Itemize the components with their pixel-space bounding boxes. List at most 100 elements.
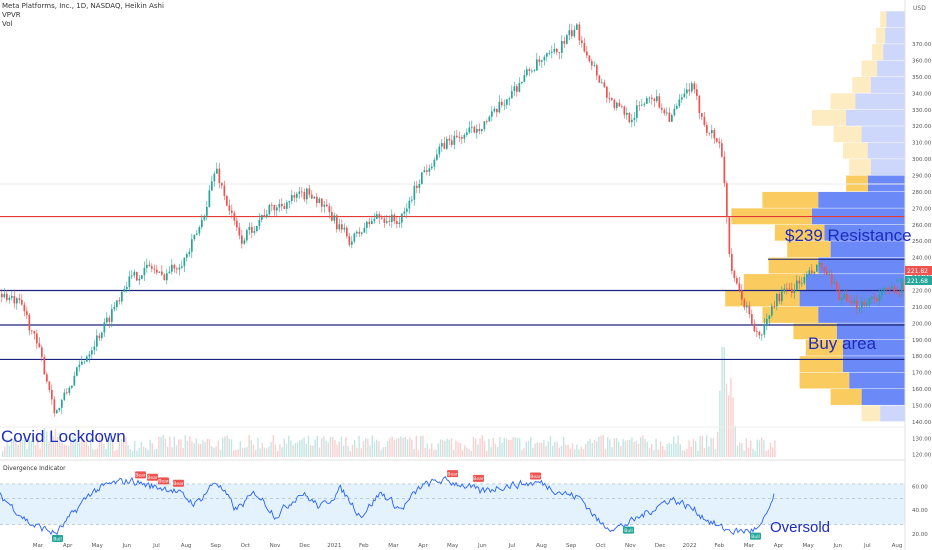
volume-bar (345, 436, 347, 457)
volume-bar (224, 436, 226, 457)
volume-bar (644, 439, 646, 457)
volume-bar (10, 438, 13, 457)
candle-body (453, 135, 456, 145)
volume-bar (59, 432, 61, 457)
oversold-annotation: Oversold (770, 519, 830, 536)
candle-body (683, 93, 686, 98)
candle-body (306, 188, 308, 200)
candle-body (231, 210, 233, 213)
volume-bar (217, 440, 219, 457)
candle-body (866, 304, 868, 306)
x-tick-label: Jul (152, 543, 160, 549)
candle-body (808, 270, 811, 276)
candle-body (681, 97, 683, 100)
volume-bar (549, 435, 552, 457)
candle-body (71, 385, 73, 388)
volume-bar (446, 438, 448, 457)
candle-body (318, 198, 321, 203)
vp-bar-sell (787, 241, 831, 258)
candle-body (326, 204, 328, 207)
candle-body (628, 112, 631, 123)
x-tick-label: Sep (211, 543, 222, 549)
volume-bar (681, 450, 684, 457)
candle-body (731, 254, 733, 271)
candle-body (846, 294, 848, 301)
candle-body (668, 112, 671, 122)
volume-bar (508, 439, 510, 457)
time-axis[interactable]: Mar Apr May Jun Jul Aug Sep Oct Nov Dec 2021 Feb Mar… (33, 543, 903, 549)
volume-bar (362, 440, 365, 457)
volume-bar (226, 435, 228, 457)
volume-bar (206, 438, 208, 457)
candle-body (638, 105, 641, 107)
volume-bar (468, 448, 470, 457)
volume-bar (714, 449, 717, 457)
vp-bar-sell (861, 60, 878, 77)
volume-bar (129, 449, 131, 457)
volume-bar (433, 450, 435, 457)
volume-bar (43, 428, 46, 457)
volume-bar (248, 435, 250, 457)
candle-body (818, 262, 821, 265)
candle-body (176, 268, 178, 270)
bear-signal-label: Bear (473, 476, 484, 482)
volume-bar (299, 440, 301, 457)
candle-body (83, 361, 86, 363)
candle-body (211, 181, 213, 191)
volume-bar (569, 448, 571, 457)
volume-profile (725, 11, 905, 422)
y-tick-label: 300.00 (912, 157, 932, 163)
vp-bar-sell (833, 126, 862, 143)
candle-body (583, 42, 586, 52)
volume-bar (301, 439, 303, 457)
volume-bar (327, 442, 329, 457)
volume-bar (745, 437, 747, 457)
volume-bar (739, 442, 741, 457)
candle-body (751, 314, 753, 324)
volume-bar (334, 440, 336, 457)
volume-bar (543, 439, 545, 457)
candle-body (196, 233, 198, 235)
vp-bar-sell (861, 405, 881, 422)
last-price-value: 221.82 (907, 268, 928, 275)
volume-bar (406, 439, 409, 457)
volume-bar (503, 437, 505, 457)
candle-body (96, 335, 98, 347)
candle-body (346, 227, 348, 237)
volume-bar (688, 440, 690, 457)
x-tick-label: Oct (241, 543, 251, 549)
candle-body (706, 125, 708, 133)
candle-body (598, 75, 601, 83)
volume-bar (453, 449, 455, 457)
volume-bar (675, 443, 677, 457)
volume-bar (17, 445, 19, 457)
volume-bar (646, 441, 648, 457)
volume-indicator-label[interactable]: Vol (2, 20, 13, 28)
volume-bar (318, 447, 321, 457)
bear-signal-label: Bear (158, 479, 169, 485)
vp-bar-sell (774, 224, 825, 241)
volume-bar (391, 436, 393, 457)
candle-body (713, 130, 716, 139)
candle-body (138, 278, 141, 281)
volume-bar (398, 438, 400, 457)
bear-signal (135, 471, 146, 479)
y-tick-label: 280.00 (912, 190, 932, 196)
volume-bar (721, 347, 723, 457)
candle-body (841, 298, 843, 300)
volume-bar (230, 439, 233, 457)
volume-bar (607, 437, 609, 457)
candle-body (491, 111, 493, 117)
vp-bar-sell (846, 175, 868, 192)
candle-body (901, 282, 903, 294)
candle-body (768, 315, 771, 319)
vpvr-indicator-label[interactable]: VPVR (2, 11, 21, 19)
bull-signal-label: Bull (751, 534, 759, 540)
x-tick-label: Jul (508, 543, 516, 549)
volume-bar (466, 447, 468, 457)
candle-body (171, 264, 173, 272)
volume-bar (589, 438, 591, 457)
candle-body (158, 271, 161, 273)
volume-bar (164, 438, 167, 457)
